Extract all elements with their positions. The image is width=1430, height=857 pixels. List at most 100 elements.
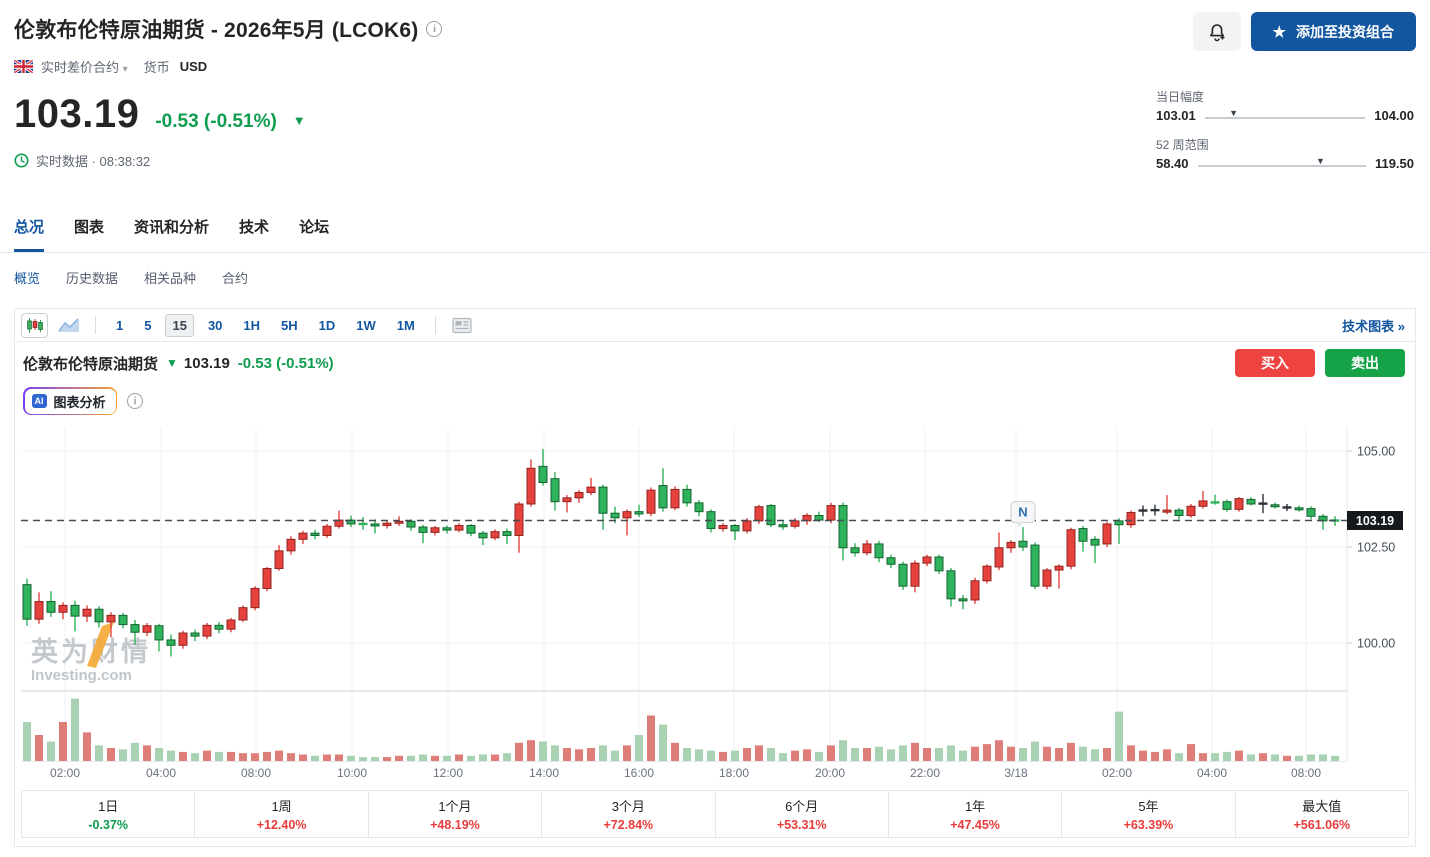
ai-chart-analysis-button[interactable]: AI 图表分析: [23, 387, 118, 415]
instrument-type-select[interactable]: 实时差价合约 ▾: [41, 60, 128, 75]
create-alert-button[interactable]: [1192, 12, 1241, 51]
interval-30[interactable]: 30: [201, 314, 229, 337]
tab-chart[interactable]: 图表: [74, 219, 105, 236]
svg-text:22:00: 22:00: [910, 766, 940, 780]
interval-1w[interactable]: 1W: [349, 314, 383, 337]
subtab-contracts[interactable]: 合约: [222, 271, 249, 286]
week52-range-high: 119.50: [1374, 156, 1414, 171]
price-change: -0.53 (-0.51%): [155, 111, 277, 132]
main-tabs: 总况 图表 资讯和分析 技术 论坛: [0, 216, 1430, 253]
chart-symbol-name: 伦敦布伦特原油期货: [23, 355, 159, 373]
perf-value-6: +63.39%: [1123, 818, 1174, 832]
svg-text:20:00: 20:00: [815, 766, 845, 780]
interval-5h[interactable]: 5H: [274, 314, 305, 337]
week52-range-low: 58.40: [1156, 156, 1189, 171]
svg-text:102.50: 102.50: [1357, 541, 1395, 555]
subtab-history[interactable]: 历史数据: [66, 271, 119, 286]
svg-text:10:00: 10:00: [337, 766, 367, 780]
week52-range-slider: ▼: [1197, 155, 1367, 169]
tab-overview[interactable]: 总况: [14, 216, 45, 252]
perf-cell[interactable]: 最大值 +561.06%: [1236, 791, 1408, 837]
interval-1h[interactable]: 1H: [236, 314, 267, 337]
svg-text:105.00: 105.00: [1357, 445, 1395, 459]
sub-tabs: 概览 历史数据 相关品种 合约: [0, 268, 1430, 287]
subtab-related[interactable]: 相关品种: [144, 271, 197, 286]
down-arrow-icon: ▼: [166, 356, 178, 370]
toolbar-divider: [95, 316, 96, 334]
candlestick-chart-icon[interactable]: [21, 312, 48, 338]
tab-news-analysis[interactable]: 资讯和分析: [134, 219, 210, 236]
svg-text:02:00: 02:00: [1102, 766, 1132, 780]
last-price: 103.19: [14, 92, 140, 136]
week52-range-marker-icon: ▼: [1316, 155, 1325, 166]
tab-forum[interactable]: 论坛: [299, 219, 330, 236]
tab-technical[interactable]: 技术: [239, 219, 270, 236]
perf-value-5: +47.45%: [950, 818, 1000, 832]
add-to-portfolio-button[interactable]: ★ 添加至投资组合: [1250, 12, 1416, 51]
interval-1d[interactable]: 1D: [312, 314, 343, 337]
perf-cell[interactable]: 3个月 +72.84%: [542, 791, 716, 837]
svg-text:103.19: 103.19: [1356, 514, 1394, 528]
price-down-caret-icon: ▼: [292, 113, 306, 128]
perf-value-2: +48.19%: [430, 818, 480, 832]
svg-text:16:00: 16:00: [624, 766, 654, 780]
ai-analysis-row: AI 图表分析 i: [15, 384, 1415, 418]
svg-text:100.00: 100.00: [1357, 637, 1395, 651]
perf-label-5: 1年: [964, 799, 986, 814]
buy-button[interactable]: 买入: [1235, 349, 1315, 377]
performance-bar: 1日 -0.37% 1周 +12.40% 1个月 +48.19% 3个月 +72…: [21, 790, 1409, 838]
interval-1[interactable]: 1: [109, 314, 130, 337]
perf-label-4: 6个月: [785, 799, 819, 814]
interval-15[interactable]: 15: [165, 313, 194, 337]
svg-text:18:00: 18:00: [719, 766, 749, 780]
perf-label-1: 1周: [271, 799, 292, 814]
svg-text:04:00: 04:00: [146, 766, 176, 780]
svg-text:14:00: 14:00: [529, 766, 559, 780]
chart-card: 1 5 15 30 1H 5H 1D 1W 1M 技术图表 » 伦敦布: [14, 308, 1416, 847]
news-layout-icon[interactable]: [449, 313, 476, 338]
currency-value: USD: [179, 59, 208, 74]
perf-label-3: 3个月: [611, 799, 645, 814]
perf-value-3: +72.84%: [603, 818, 654, 832]
ai-info-icon[interactable]: i: [127, 393, 144, 409]
perf-label-0: 1日: [98, 799, 119, 814]
subtab-overview[interactable]: 概览: [14, 271, 41, 286]
perf-value-7: +561.06%: [1293, 818, 1351, 832]
svg-text:3/18: 3/18: [1004, 766, 1028, 780]
perf-cell[interactable]: 1年 +47.45%: [889, 791, 1063, 837]
chevron-down-icon: ▾: [122, 64, 128, 75]
area-chart-icon[interactable]: [55, 313, 82, 338]
perf-cell[interactable]: 1周 +12.40%: [195, 791, 369, 837]
instrument-header: 伦敦布伦特原油期货 - 2026年5月 (LCOK6) i 实时差价合约 ▾ 货…: [0, 0, 1430, 194]
perf-value-4: +53.31%: [776, 818, 827, 832]
svg-text:Investing.com: Investing.com: [31, 667, 132, 684]
title-info-icon[interactable]: i: [426, 21, 443, 37]
svg-text:12:00: 12:00: [433, 766, 463, 780]
day-range-low: 103.01: [1156, 108, 1196, 123]
svg-text:02:00: 02:00: [50, 766, 80, 780]
candlestick-chart[interactable]: 02:00 04:00 08:00 10:00 12:00 14:00 16:00 18:00…: [15, 421, 1415, 786]
day-range-marker-icon: ▼: [1229, 107, 1239, 118]
perf-cell[interactable]: 1日 -0.37%: [22, 791, 196, 837]
uk-flag-icon: [14, 60, 33, 73]
range-panel: 当日幅度 103.01 ▼ 104.00 52 周范围 58.40 ▼ 119.…: [1156, 88, 1414, 184]
perf-label-6: 5年: [1138, 799, 1159, 814]
toolbar-divider: [434, 316, 436, 334]
perf-cell[interactable]: 1个月 +48.19%: [369, 791, 543, 837]
page-title: 伦敦布伦特原油期货 - 2026年5月 (LCOK6): [14, 19, 419, 42]
clock-icon: [14, 153, 29, 168]
svg-text:04:00: 04:00: [1197, 766, 1227, 780]
sell-button[interactable]: 卖出: [1325, 349, 1405, 377]
tech-chart-link[interactable]: 技术图表 »: [1342, 318, 1405, 334]
interval-5[interactable]: 5: [137, 314, 158, 337]
bell-add-icon: [1206, 22, 1227, 42]
week52-range: 52 周范围 58.40 ▼ 119.50: [1156, 138, 1414, 171]
chart-toolbar: 1 5 15 30 1H 5H 1D 1W 1M 技术图表 »: [15, 309, 1415, 342]
perf-cell[interactable]: 5年 +63.39%: [1062, 791, 1236, 837]
interval-1m[interactable]: 1M: [390, 314, 422, 337]
svg-text:08:00: 08:00: [1291, 766, 1321, 780]
currency-label: 货币: [143, 60, 170, 75]
day-range-high: 104.00: [1374, 108, 1414, 123]
perf-cell[interactable]: 6个月 +53.31%: [716, 791, 889, 837]
